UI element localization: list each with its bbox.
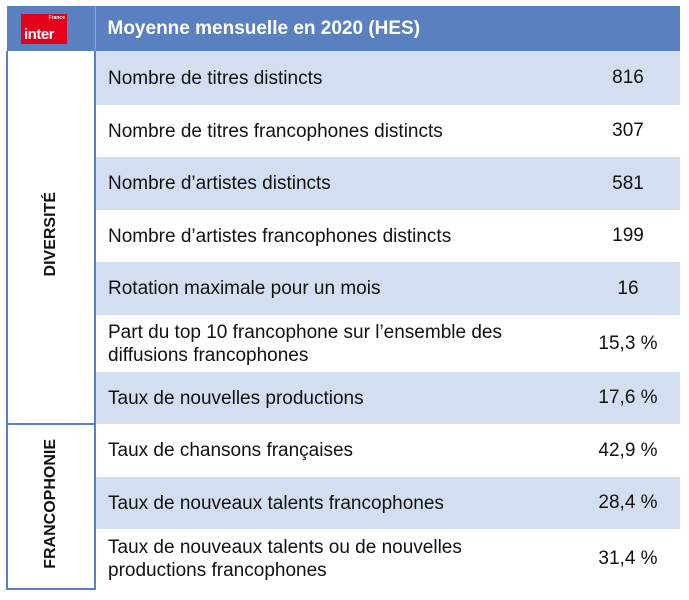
row-value: 816: [576, 51, 680, 105]
row-label: Taux de nouveaux talents ou de nouvelles…: [108, 537, 462, 581]
stats-table: France inter Moyenne mensuelle en 2020 (…: [6, 6, 680, 590]
table-row: Rotation maximale pour un mois 16: [7, 262, 680, 315]
header-title: Moyenne mensuelle en 2020 (HES): [95, 6, 680, 51]
row-label: Taux de nouvelles productions: [95, 372, 576, 424]
table-row: Nombre d’artistes distincts 581: [7, 157, 680, 210]
row-label: Nombre d’artistes distincts: [95, 157, 576, 210]
row-label: Taux de chansons françaises: [108, 440, 354, 461]
table-row: Taux de nouveaux talents ou de nouvelles…: [7, 529, 680, 589]
section-label: DIVERSITÉ: [42, 191, 59, 277]
row-value: 15,3 %: [598, 332, 658, 354]
row-label: Rotation maximale pour un mois: [95, 262, 576, 315]
row-value: 199: [612, 225, 644, 246]
table-row: Nombre de titres francophones distincts 3…: [7, 105, 680, 157]
row-value: 17,6 %: [576, 372, 680, 424]
row-value: 581: [576, 157, 680, 210]
row-label: Nombre de titres distincts: [95, 51, 576, 105]
row-value: 28,4 %: [576, 477, 680, 529]
logo-name: inter: [24, 25, 55, 43]
table-row: DIVERSITÉ Nombre de titres distincts 816: [6, 51, 680, 425]
row-label: Nombre d’artistes francophones distincts: [108, 225, 452, 247]
table-row: Taux de nouveaux talents francophones 28,…: [7, 477, 680, 529]
logo: France inter: [21, 13, 67, 44]
table-row: Nombre d’artistes francophones distincts…: [7, 210, 680, 262]
row-value: 42,9 %: [598, 439, 658, 461]
row-label: Nombre de titres francophones distincts: [108, 120, 443, 142]
table-row: Taux de nouvelles productions 17,6 %: [7, 372, 680, 424]
header-row: France inter Moyenne mensuelle en 2020 (…: [7, 6, 680, 51]
logo-cell: France inter: [7, 6, 96, 51]
row-value: 307: [612, 120, 644, 141]
row-value: 31,4 %: [598, 548, 658, 569]
table-row: Part du top 10 francophone sur l’ensembl…: [7, 315, 680, 372]
section-cell: DIVERSITÉ: [6, 51, 96, 425]
section-label: FRANCOPHONIE: [42, 438, 59, 569]
logo-small: France: [48, 14, 65, 21]
table-body: France inter Moyenne mensuelle en 2020 (…: [6, 6, 680, 590]
table-row: FRANCOPHONIE Taux de chansons françaises 4…: [6, 424, 680, 590]
row-label: Taux de nouveaux talents francophones: [95, 477, 576, 529]
row-label: Part du top 10 francophone sur l’ensembl…: [108, 321, 502, 366]
section-cell: FRANCOPHONIE: [6, 424, 96, 590]
row-value: 16: [576, 262, 680, 315]
